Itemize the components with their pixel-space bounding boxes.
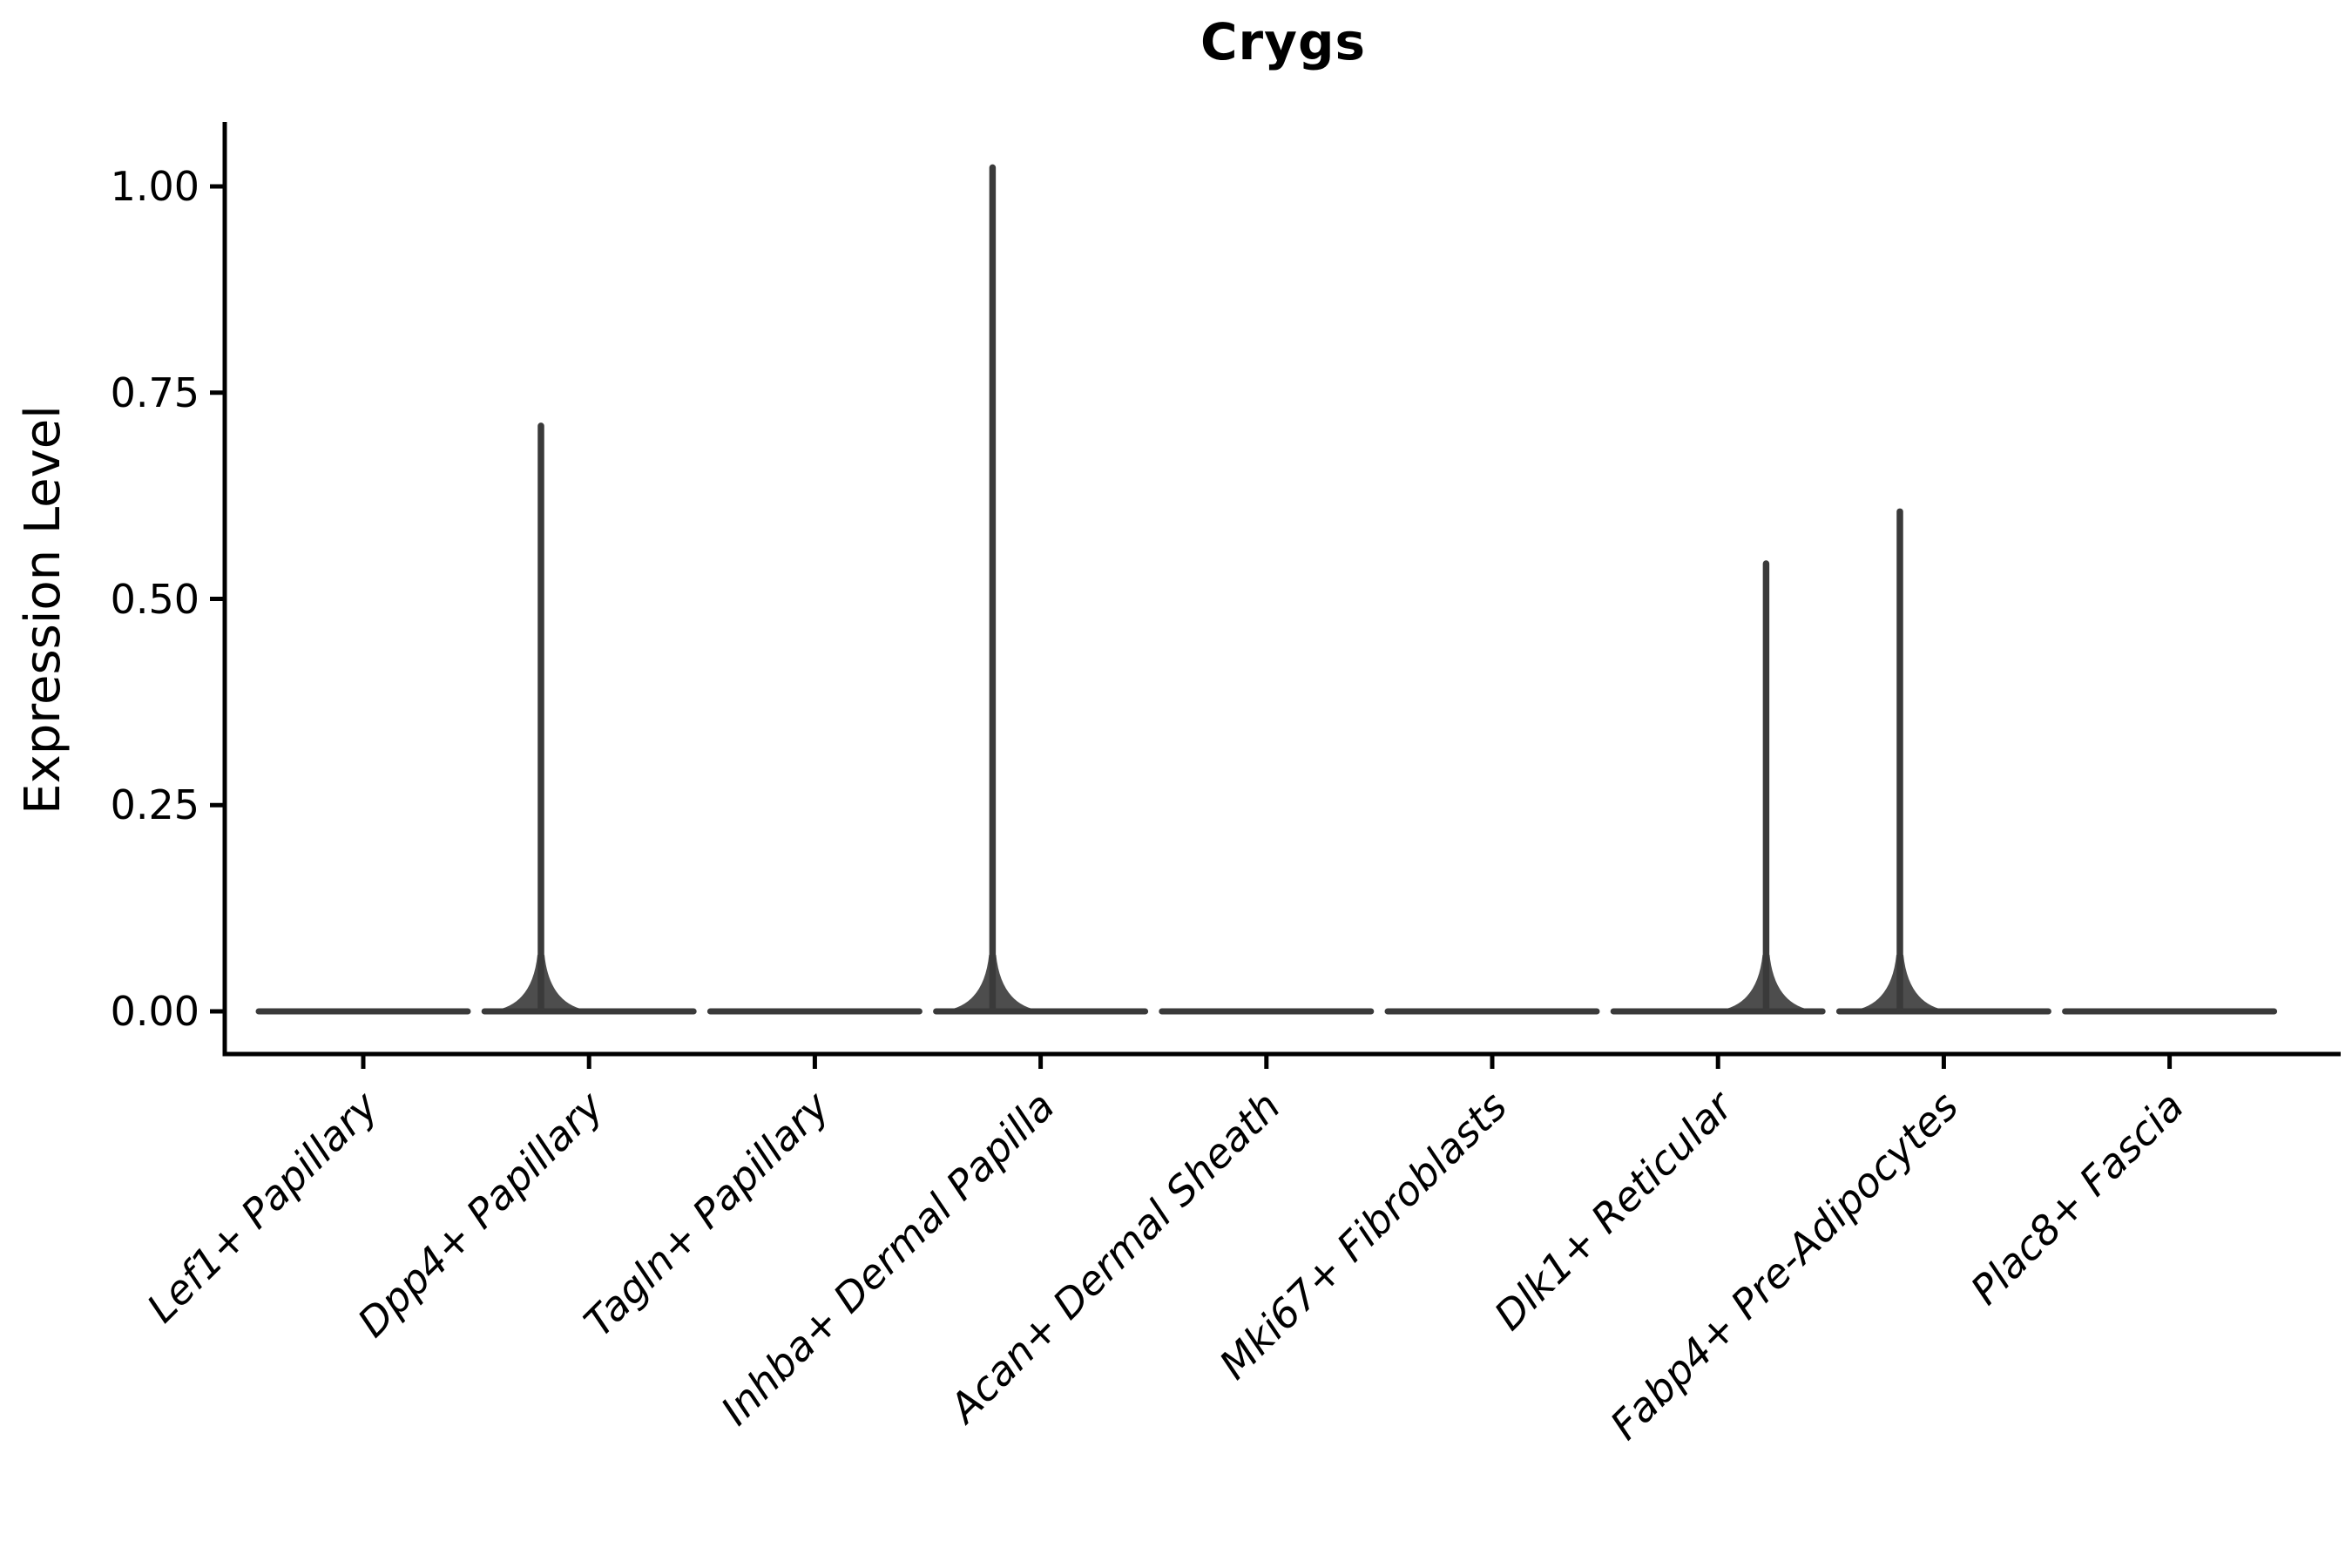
y-tick-label: 0.25: [110, 781, 199, 829]
chart-title: Crygs: [1200, 12, 1367, 71]
y-tick-label: 1.00: [110, 163, 199, 210]
y-tick-label: 0.00: [110, 988, 199, 1035]
y-tick-label: 0.50: [110, 575, 199, 623]
y-tick-label: 0.75: [110, 368, 199, 416]
